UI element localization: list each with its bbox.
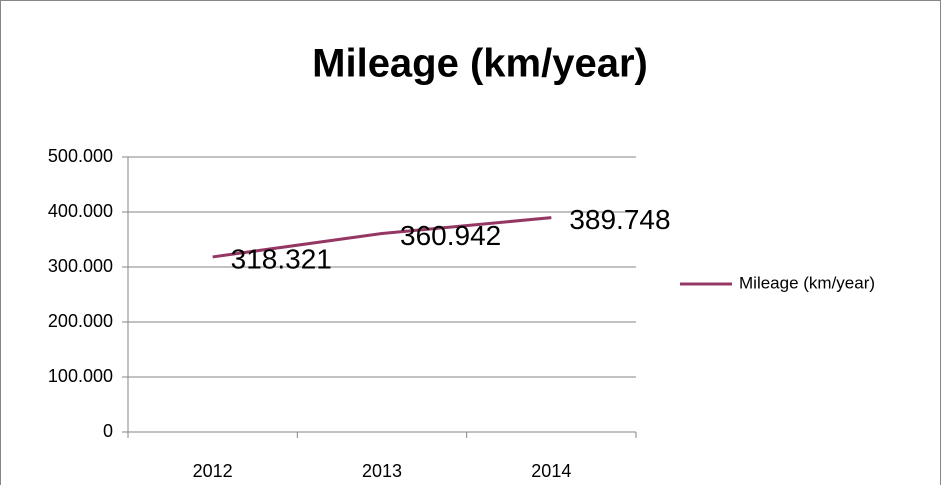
x-tick-label: 2013 [362,461,402,481]
chart-title: Mileage (km/year) [312,42,648,86]
y-tick-label: 200.000 [48,311,113,331]
x-tick-label: 2014 [531,461,571,481]
y-tick-label: 100.000 [48,366,113,386]
data-label: 389.748 [569,204,670,235]
series-line [212,216,552,259]
data-label: 318.321 [231,243,332,274]
y-tick-label: 400.000 [48,201,113,221]
legend-label: Mileage (km/year) [739,273,875,292]
x-tick-label: 2012 [193,461,233,481]
y-tick-label: 500.000 [48,146,113,166]
data-label: 360.942 [400,220,501,251]
y-tick-label: 0 [103,421,113,441]
y-tick-label: 300.000 [48,256,113,276]
